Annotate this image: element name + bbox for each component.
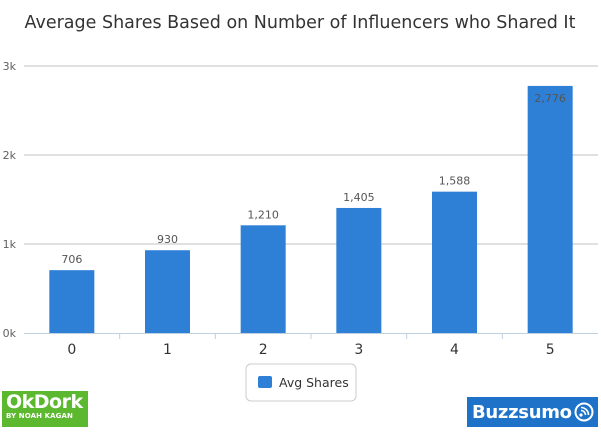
bar[interactable] xyxy=(49,270,95,333)
data-label: 2,776 xyxy=(534,92,566,105)
y-tick-label: 3k xyxy=(3,60,17,73)
bar[interactable] xyxy=(240,225,286,333)
okdork-logo-subtext: BY NOAH KAGAN xyxy=(6,412,73,420)
chart-title: Average Shares Based on Number of Influe… xyxy=(25,13,576,33)
data-label: 1,588 xyxy=(439,175,471,188)
legend-box xyxy=(245,363,357,402)
data-label: 1,210 xyxy=(247,208,279,221)
x-tick-label: 5 xyxy=(546,342,555,358)
bar-series xyxy=(49,85,573,333)
x-tick-label: 4 xyxy=(450,342,459,358)
y-tick-label: 0k xyxy=(3,327,17,340)
x-axis: 0 1 2 3 4 5 xyxy=(24,333,598,358)
bar[interactable] xyxy=(336,207,382,333)
data-label: 706 xyxy=(61,253,82,266)
wifi-icon xyxy=(574,402,594,422)
data-labels: 706 930 1,210 1,405 1,588 2,776 xyxy=(61,92,566,266)
y-tick-label: 1k xyxy=(3,238,17,251)
x-tick-label: 0 xyxy=(67,342,76,358)
x-tick-label: 2 xyxy=(259,342,268,358)
legend-label: Avg Shares xyxy=(279,375,349,390)
y-axis: 0k 1k 2k 3k xyxy=(3,60,17,340)
legend-swatch xyxy=(258,376,272,388)
x-tick-label: 1 xyxy=(163,342,172,358)
bar[interactable] xyxy=(527,85,573,333)
bar[interactable] xyxy=(432,191,477,333)
okdork-logo: OkDork BY NOAH KAGAN xyxy=(2,391,88,427)
x-tick-label: 3 xyxy=(354,342,363,358)
buzzsumo-logo: Buzzsumo xyxy=(467,397,598,427)
data-label: 1,405 xyxy=(343,191,375,204)
buzzsumo-logo-text: Buzzsumo xyxy=(472,401,572,423)
bar[interactable] xyxy=(145,250,190,333)
y-tick-label: 2k xyxy=(3,149,17,162)
okdork-logo-text: OkDork xyxy=(6,391,83,413)
legend[interactable]: Avg Shares xyxy=(245,363,357,402)
data-label: 930 xyxy=(157,233,178,246)
gridlines xyxy=(24,65,598,245)
